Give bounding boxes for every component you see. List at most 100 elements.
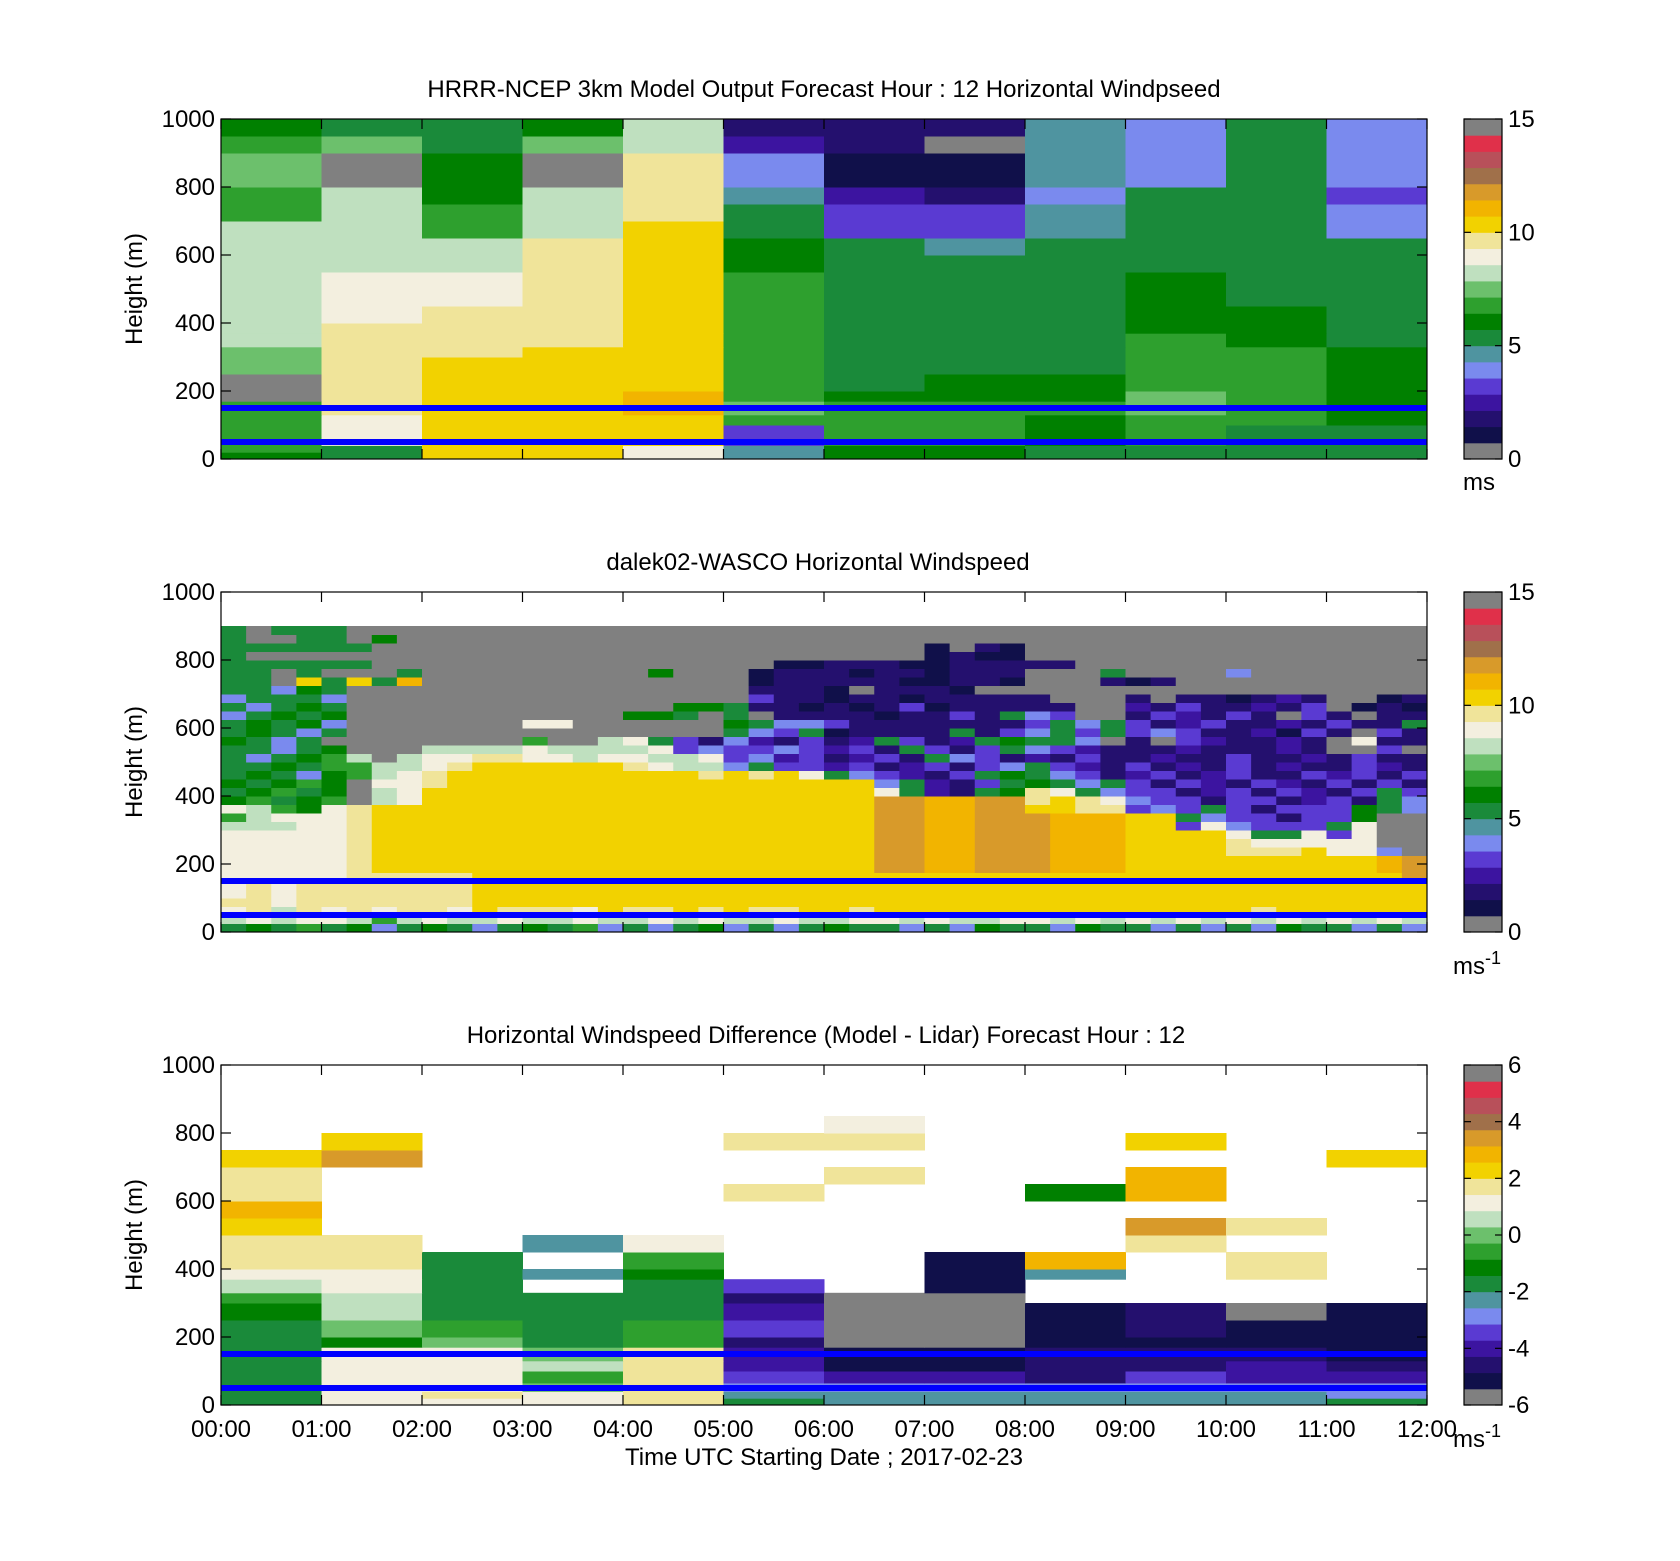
heatmap-cell — [597, 643, 624, 652]
heatmap-cell — [271, 719, 297, 729]
x-tick-label: 06:00 — [794, 1416, 854, 1443]
heatmap-cell — [949, 626, 976, 635]
heatmap-cell — [396, 651, 423, 661]
heatmap-cell — [422, 719, 448, 729]
heatmap-cell — [572, 813, 599, 822]
heatmap-cell — [271, 804, 297, 814]
heatmap-cell — [321, 1150, 423, 1168]
heatmap-cell — [999, 694, 1026, 703]
heatmap-cell — [1276, 685, 1302, 695]
heatmap-cell — [1125, 906, 1152, 916]
heatmap-cell — [773, 719, 800, 729]
heatmap-cell — [1075, 864, 1101, 873]
heatmap-cell — [572, 728, 599, 737]
heatmap-cell — [296, 626, 322, 635]
heatmap-cell — [1226, 906, 1252, 916]
heatmap-cell — [246, 838, 272, 848]
heatmap-cell — [1125, 1391, 1227, 1399]
heatmap-cell — [321, 787, 348, 797]
heatmap-cell — [497, 898, 523, 907]
heatmap-cell — [1175, 923, 1202, 933]
heatmap-cell — [1050, 711, 1076, 720]
heatmap-cell — [949, 906, 976, 916]
heatmap-cell — [497, 864, 523, 873]
heatmap-cell — [623, 847, 649, 856]
heatmap-cell — [773, 745, 800, 754]
heatmap-cell — [321, 255, 423, 273]
heatmap-cell — [1125, 1320, 1227, 1338]
heatmap-cell — [1376, 762, 1403, 771]
heatmap-cell — [1326, 779, 1353, 788]
heatmap-cell — [1100, 762, 1126, 771]
heatmap-cell — [1025, 1303, 1126, 1321]
heatmap-cell — [924, 255, 1026, 273]
heatmap-cell — [422, 898, 448, 907]
heatmap-cell — [422, 626, 448, 635]
heatmap-cell — [572, 719, 599, 729]
colorbar-swatch — [1464, 248, 1502, 266]
heatmap-cell — [1025, 136, 1126, 154]
heatmap-cell — [924, 1320, 1026, 1338]
heatmap-cell — [597, 923, 624, 933]
heatmap-cell — [798, 770, 825, 780]
heatmap-cell — [698, 694, 724, 703]
heatmap-cell — [1050, 694, 1076, 703]
heatmap-cell — [824, 119, 925, 137]
heatmap-cell — [1326, 452, 1428, 460]
panel-title: Horizontal Windspeed Difference (Model -… — [467, 1022, 1186, 1049]
heatmap-cell — [874, 872, 900, 882]
heatmap-cell — [1050, 685, 1076, 695]
heatmap-cell — [497, 685, 523, 695]
colorbar-swatch — [1464, 656, 1502, 674]
heatmap-cell — [723, 1320, 825, 1338]
heatmap-cell — [597, 881, 624, 890]
heatmap-cell — [447, 787, 473, 797]
colorbar-swatch — [1464, 313, 1502, 330]
heatmap-cell — [1251, 898, 1277, 907]
colorbar-swatch — [1464, 592, 1502, 609]
heatmap-cell — [949, 685, 976, 695]
heatmap-cell — [321, 813, 348, 822]
heatmap-cell — [497, 855, 523, 865]
heatmap-cell — [1125, 136, 1227, 154]
heatmap-cell — [1301, 694, 1327, 703]
heatmap-cell — [1025, 1391, 1126, 1399]
heatmap-cell — [924, 694, 951, 703]
heatmap-cell — [522, 847, 549, 856]
heatmap-cell — [1226, 711, 1252, 720]
heatmap-cell — [1376, 643, 1403, 652]
heatmap-cell — [999, 626, 1026, 635]
heatmap-cell — [1175, 813, 1202, 822]
y-tick-label: 200 — [175, 851, 215, 878]
heatmap-cell — [723, 753, 750, 763]
heatmap-cell — [974, 838, 1001, 848]
heatmap-cell — [1050, 855, 1076, 865]
heatmap-cell — [321, 119, 423, 137]
heatmap-cell — [321, 923, 348, 933]
heatmap-cell — [623, 881, 649, 890]
heatmap-cell — [221, 1150, 322, 1168]
heatmap-cell — [1226, 762, 1252, 771]
heatmap-cell — [1125, 728, 1152, 737]
heatmap-cell — [1226, 923, 1252, 933]
heatmap-cell — [924, 1398, 1026, 1406]
heatmap-cell — [447, 923, 473, 933]
heatmap-cell — [1351, 702, 1378, 712]
heatmap-cell — [623, 719, 649, 729]
colorbar-swatch — [1464, 1291, 1502, 1309]
heatmap-cell — [597, 804, 624, 814]
x-tick-label: 03:00 — [492, 1416, 552, 1443]
heatmap-cell — [1326, 830, 1353, 839]
heatmap-cell — [271, 813, 297, 822]
heatmap-cell — [1351, 634, 1378, 644]
heatmap-cell — [1125, 1360, 1227, 1372]
heatmap-cell — [221, 1292, 322, 1304]
heatmap-cell — [798, 728, 825, 737]
heatmap-cell — [723, 813, 750, 822]
heatmap-cell — [371, 736, 398, 746]
heatmap-cell — [597, 685, 624, 695]
heatmap-cell — [623, 702, 649, 712]
heatmap-cell — [371, 804, 398, 814]
heatmap-cell — [1326, 1320, 1428, 1338]
heatmap-cell — [723, 1292, 825, 1304]
